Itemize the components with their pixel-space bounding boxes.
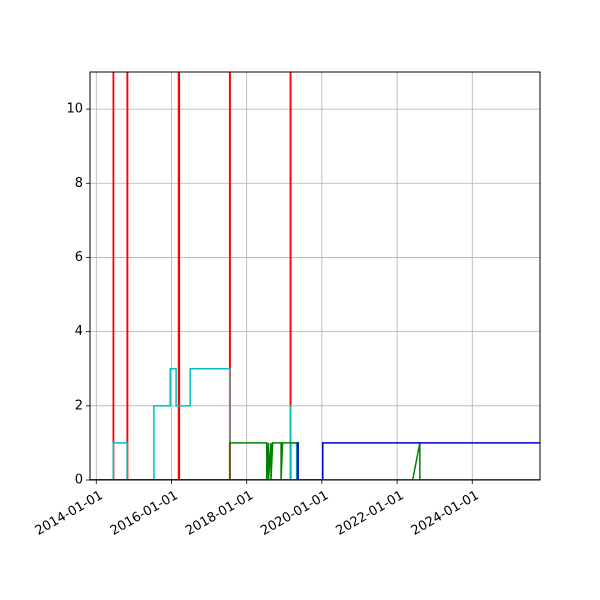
series-line-3 [90,442,540,480]
y-tick-label: 2 [75,398,83,413]
series-line-2 [90,442,540,480]
y-tick-label: 8 [75,176,83,191]
series-line-0 [90,72,540,480]
y-tick-label: 6 [75,250,83,265]
y-axis: 0 2 4 6 8 10 [66,102,90,488]
plot-frame [89,71,541,481]
y-tick-label: 0 [75,473,83,488]
y-tick-label: 4 [75,324,83,339]
plot-series [90,72,540,480]
series-line-1 [90,367,540,480]
y-tick-label: 10 [66,102,83,117]
